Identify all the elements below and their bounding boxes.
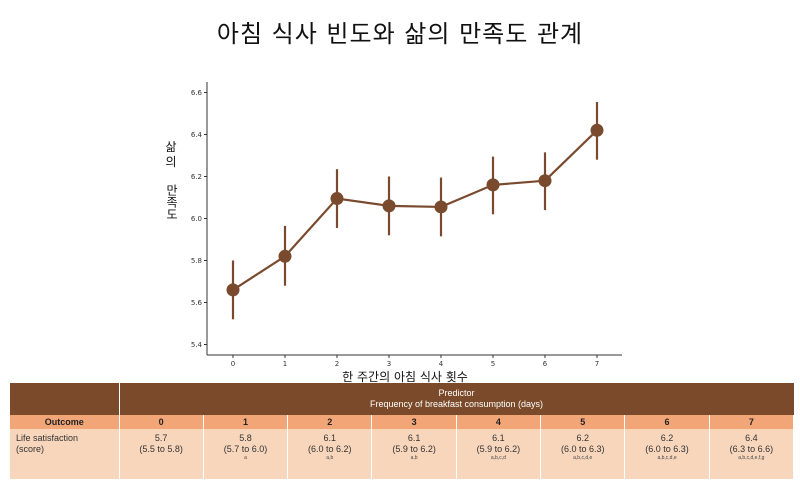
data-point	[538, 174, 552, 188]
table-row: Life satisfaction (score) 5.7 (5.5 to 5.8…	[10, 429, 795, 479]
col-header: 3	[371, 415, 457, 429]
x-tick-label: 5	[491, 360, 495, 368]
summary-table: Predictor Frequency of breakfast consump…	[10, 383, 795, 479]
table-corner	[10, 383, 119, 415]
col-header: 7	[709, 415, 795, 429]
x-tick-label: 0	[231, 360, 235, 368]
col-header: 1	[203, 415, 289, 429]
y-axis-label-line1: 삶의	[165, 140, 177, 169]
chart-title: 아침 식사 빈도와 삶의 만족도 관계	[216, 20, 584, 48]
data-point	[382, 199, 396, 213]
data-point	[226, 283, 240, 297]
col-header: 4	[456, 415, 542, 429]
data-point	[590, 123, 604, 137]
col-header: 0	[119, 415, 204, 429]
table-cell: 6.1 (5.9 to 6.2) a,b	[371, 429, 457, 479]
col-header: 5	[540, 415, 626, 429]
table-cell: 5.8 (5.7 to 6.0) a	[203, 429, 289, 479]
col-header: 6	[624, 415, 710, 429]
predictor-title: Predictor	[438, 388, 475, 398]
row-label: Life satisfaction (score)	[10, 429, 120, 479]
y-tick-label: 5.8	[191, 257, 202, 265]
x-axis-label: 한 주간의 아침 식사 횟수	[342, 370, 468, 384]
x-tick-label: 4	[439, 360, 444, 368]
table-header-row: Outcome 0 1 2 3 4 5 6 7	[10, 415, 795, 429]
table-cell: 6.4 (6.3 to 6.6) a,b,c,d,e,f,g	[709, 429, 795, 479]
row-label-unit: (score)	[16, 444, 45, 454]
x-tick-label: 2	[335, 360, 339, 368]
data-point	[330, 192, 344, 206]
y-tick-label: 5.4	[191, 341, 203, 349]
data-point	[278, 249, 292, 263]
data-point	[434, 200, 448, 214]
table-cell: 6.2 (6.0 to 6.3) a,b,c,d,e	[540, 429, 626, 479]
x-tick-label: 6	[543, 360, 548, 368]
y-tick-label: 6.0	[191, 215, 202, 223]
y-tick-label: 5.6	[191, 299, 203, 307]
series-line	[232, 129, 598, 291]
x-tick-label: 1	[283, 360, 287, 368]
y-axis-label: 삶의 만족도	[160, 140, 182, 220]
col-header: 2	[287, 415, 373, 429]
x-tick-label: 7	[595, 360, 599, 368]
y-tick-label: 6.2	[191, 173, 202, 181]
y-tick-label: 6.4	[191, 131, 203, 139]
predictor-subtitle: Frequency of breakfast consumption (days…	[369, 399, 544, 409]
predictor-header: Predictor Frequency of breakfast consump…	[118, 383, 794, 415]
y-axis-label-line2: 만족도	[164, 184, 179, 220]
x-tick-label: 3	[387, 360, 391, 368]
data-point	[486, 178, 500, 192]
table-cell: 6.2 (6.0 to 6.3) a,b,c,d,e	[624, 429, 710, 479]
row-label-main: Life satisfaction	[16, 433, 79, 443]
outcome-header: Outcome	[10, 415, 120, 429]
table-cell: 5.7 (5.5 to 5.8)	[119, 429, 204, 479]
table-cell: 6.1 (6.0 to 6.2) a,b	[287, 429, 373, 479]
line-chart: 5.4 5.6 5.8 6.0 6.2 6.4 6.6 0 1 2 3 4 5 6 7	[191, 82, 622, 368]
table-cell: 6.1 (5.9 to 6.2) a,b,c,d	[456, 429, 542, 479]
y-tick-label: 6.6	[191, 89, 203, 97]
